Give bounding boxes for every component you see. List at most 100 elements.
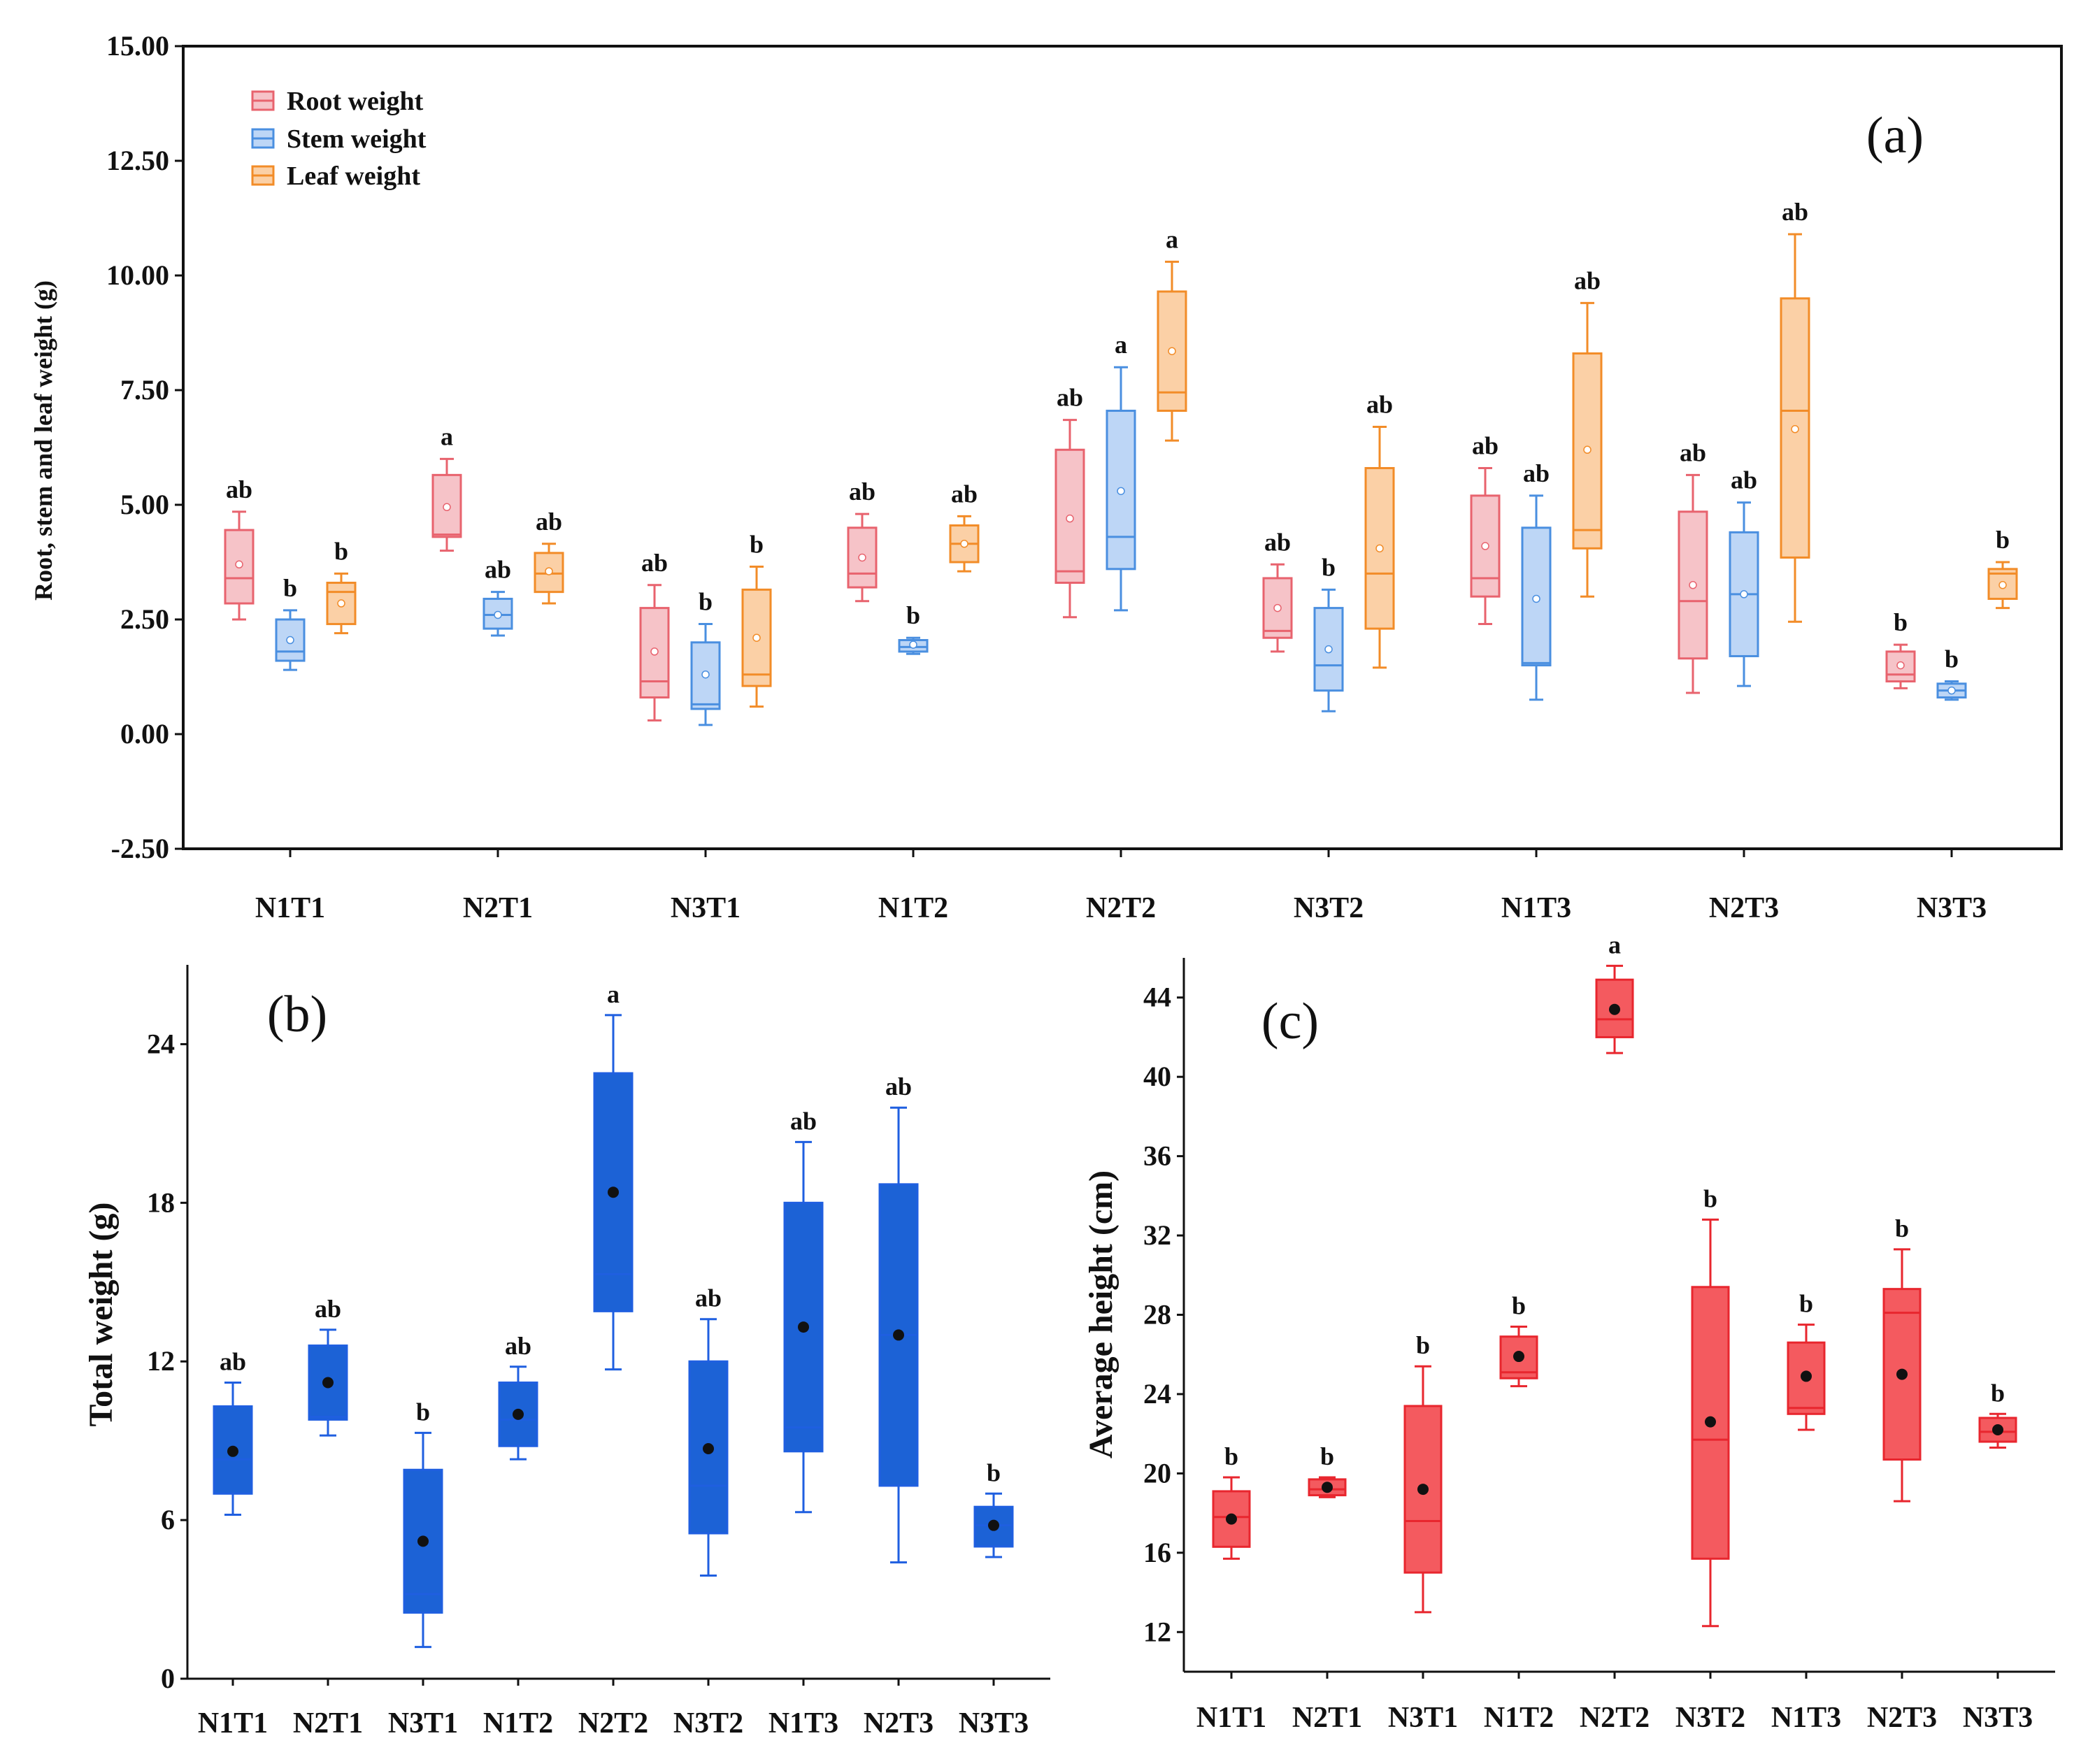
mean-marker (494, 610, 502, 619)
significance-label: ab (1472, 432, 1499, 460)
mean-marker (1609, 1003, 1620, 1015)
significance-label: ab (1523, 459, 1550, 487)
significance-label: b (334, 537, 348, 565)
mean-marker (1896, 1368, 1908, 1380)
box-leaf-weight: a (1157, 225, 1187, 442)
x-tick-label: N2T1 (293, 1707, 363, 1740)
y-tick-label: 5.00 (120, 489, 169, 520)
x-tick-label: N3T1 (388, 1707, 458, 1740)
significance-label: ab (1782, 198, 1808, 226)
significance-label: ab (849, 478, 875, 505)
mean-marker (286, 636, 294, 645)
mean-marker (703, 1443, 714, 1455)
x-tick-label: N3T2 (673, 1707, 743, 1740)
y-tick-label: 0 (161, 1663, 175, 1694)
box-total-weight: a (593, 980, 634, 1371)
box-root-weight: ab (1262, 528, 1293, 653)
box-iqr (1885, 650, 1916, 683)
box-leaf-weight: ab (1780, 198, 1810, 623)
mean-marker (1117, 487, 1125, 496)
significance-label: ab (641, 549, 668, 577)
y-tick-label: 16 (1143, 1537, 1171, 1568)
significance-label: a (1115, 331, 1127, 359)
mean-marker (227, 1445, 238, 1457)
x-tick-label: N1T2 (483, 1707, 553, 1740)
x-tick-label: N3T1 (671, 892, 741, 924)
y-tick-label: 18 (147, 1186, 175, 1218)
mean-marker (893, 1329, 904, 1341)
box-leaf-weight: b (326, 537, 357, 635)
box-average-height: a (1595, 931, 1634, 1054)
significance-label: ab (1680, 438, 1706, 466)
significance-label: b (416, 1398, 430, 1426)
y-tick-label: 7.50 (120, 374, 169, 406)
significance-label: b (1996, 526, 2010, 554)
box-average-height: b (1212, 1442, 1251, 1560)
y-tick-label: 44 (1143, 982, 1171, 1013)
box-iqr (688, 1360, 729, 1535)
mean-marker (960, 540, 968, 548)
x-tick-label: N2T2 (578, 1707, 648, 1740)
box-stem-weight: b (690, 588, 721, 726)
panel-a-frame (182, 45, 2063, 850)
significance-label: ab (485, 556, 511, 584)
mean-marker (701, 670, 710, 679)
legend-label-stem-weight: Stem weight (287, 124, 427, 154)
panel-c-y-axis-title: Average height (cm) (1082, 1170, 1120, 1458)
mean-marker (1896, 661, 1905, 670)
x-tick-label: N3T1 (1388, 1702, 1458, 1734)
mean-marker (1583, 445, 1592, 454)
mean-marker (513, 1408, 524, 1420)
box-leaf-weight: b (741, 531, 772, 708)
significance-label: ab (226, 475, 252, 503)
significance-label: ab (885, 1073, 912, 1100)
x-tick-label: N2T2 (1086, 892, 1156, 924)
box-total-weight: ab (783, 1107, 824, 1514)
panel-b-plot-area: 0 6 12 18 24 N1T1 N2T1 N3T1 N1T2 N2T2 N3T2 N1T3 N2T3… (147, 965, 1050, 1740)
significance-label: b (987, 1458, 1001, 1486)
y-tick-label: -2.50 (111, 833, 169, 864)
mean-marker (443, 503, 451, 512)
box-stem-weight: ab (1729, 466, 1759, 687)
legend-label-leaf-weight: Leaf weight (287, 162, 420, 191)
mean-marker (337, 599, 345, 608)
significance-label: ab (505, 1332, 531, 1360)
box-total-weight: ab (878, 1073, 919, 1564)
y-tick-label: 36 (1143, 1140, 1171, 1172)
panel-a-y-axis-title: Root, stem and leaf weight (g) (29, 280, 57, 601)
panel-b-y-axis-title: Total weight (g) (83, 1203, 120, 1427)
box-root-weight: a (431, 422, 462, 552)
significance-label: b (1894, 608, 1908, 636)
legend-label-root-weight: Root weight (287, 87, 424, 116)
box-iqr (431, 473, 462, 538)
mean-marker (1992, 1424, 2003, 1435)
box-stem-weight: b (1313, 553, 1344, 712)
box-average-height: b (1978, 1379, 2017, 1449)
y-tick-label: 40 (1143, 1061, 1171, 1092)
significance-label: b (906, 601, 920, 629)
y-tick-label: 32 (1143, 1219, 1171, 1251)
box-total-weight: ab (498, 1332, 538, 1461)
x-tick-label: N2T3 (1709, 892, 1779, 924)
box-root-weight: b (1885, 608, 1916, 689)
box-average-height: b (1882, 1214, 1922, 1503)
significance-label: ab (1731, 466, 1757, 494)
mean-marker (1273, 603, 1282, 612)
significance-label: a (441, 422, 453, 450)
y-tick-label: 12 (147, 1345, 175, 1377)
significance-label: b (1945, 645, 1959, 673)
x-tick-label: N1T3 (768, 1707, 838, 1740)
box-root-weight: ab (1470, 432, 1501, 626)
box-stem-weight: ab (1521, 459, 1552, 701)
x-tick-label: N2T3 (864, 1707, 934, 1740)
mean-marker (1705, 1416, 1716, 1428)
significance-label: b (283, 574, 297, 602)
box-total-weight: b (403, 1398, 443, 1649)
box-iqr (1262, 577, 1293, 639)
box-average-height: b (1499, 1292, 1538, 1388)
y-tick-label: 2.50 (120, 603, 169, 635)
box-average-height: b (1787, 1290, 1826, 1431)
mean-marker (1066, 514, 1074, 523)
panel-a-label: (a) (1866, 107, 1924, 164)
mean-marker (1740, 590, 1748, 598)
